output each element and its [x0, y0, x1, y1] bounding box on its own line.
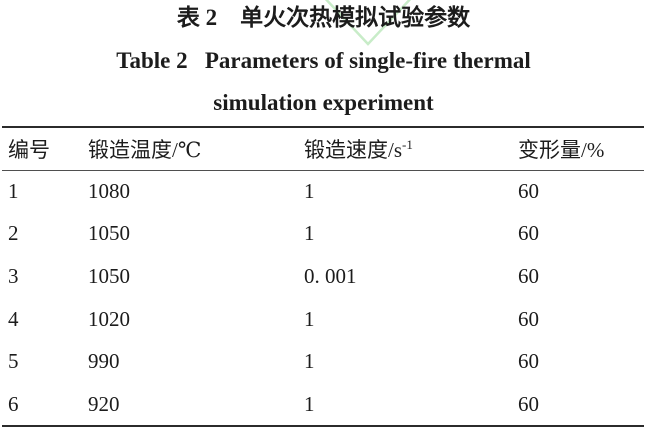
cell-speed: 1 [304, 391, 315, 416]
cell-temperature: 1020 [88, 306, 130, 331]
table-row: 6 920 1 60 [2, 383, 644, 426]
cell-temperature: 1080 [88, 179, 130, 204]
table-caption-en-line2: simulation experiment [213, 90, 434, 115]
cell-deformation: 60 [518, 179, 539, 204]
cell-speed: 1 [304, 179, 315, 204]
cell-speed: 1 [304, 349, 315, 374]
column-header-number: 编号 [8, 137, 50, 162]
header-row: 编号 锻造温度/℃ 锻造速度/s-1 变形量/% [2, 127, 644, 170]
cell-speed: 1 [304, 306, 315, 331]
table-row: 2 1050 1 60 [2, 213, 644, 256]
cell-number: 5 [8, 349, 19, 374]
cell-deformation: 60 [518, 349, 539, 374]
cell-deformation: 60 [518, 391, 539, 416]
cell-deformation: 60 [518, 221, 539, 246]
table-row: 1 1080 1 60 [2, 170, 644, 213]
cell-temperature: 1050 [88, 221, 130, 246]
cell-number: 2 [8, 221, 19, 246]
cell-speed: 0. 001 [304, 264, 357, 289]
cell-speed: 1 [304, 221, 315, 246]
table-caption: 表 2 单火次热模拟试验参数 Table 2 Parameters of sin… [0, 0, 647, 116]
cell-number: 4 [8, 306, 19, 331]
cell-deformation: 60 [518, 264, 539, 289]
table-caption-zh: 表 2 单火次热模拟试验参数 [176, 5, 471, 30]
column-header-temperature: 锻造温度/℃ [88, 137, 202, 162]
column-header-speed: 锻造速度/s-1 [304, 136, 413, 162]
cell-temperature: 990 [88, 349, 120, 374]
table-caption-en-line1: Table 2 Parameters of single-fire therma… [116, 48, 531, 73]
cell-deformation: 60 [518, 306, 539, 331]
cell-number: 3 [8, 264, 19, 289]
cell-number: 1 [8, 179, 19, 204]
table-row: 5 990 1 60 [2, 341, 644, 384]
cell-number: 6 [8, 391, 19, 416]
table-row: 4 1020 1 60 [2, 298, 644, 341]
parameters-table: 编号 锻造温度/℃ 锻造速度/s-1 变形量/% 1 1080 1 60 2 1… [2, 126, 644, 427]
speed-unit-exponent: -1 [402, 136, 413, 152]
cell-temperature: 1050 [88, 264, 130, 289]
table-row: 3 1050 0. 001 60 [2, 255, 644, 298]
column-header-deformation: 变形量/% [518, 137, 605, 162]
cell-temperature: 920 [88, 391, 120, 416]
